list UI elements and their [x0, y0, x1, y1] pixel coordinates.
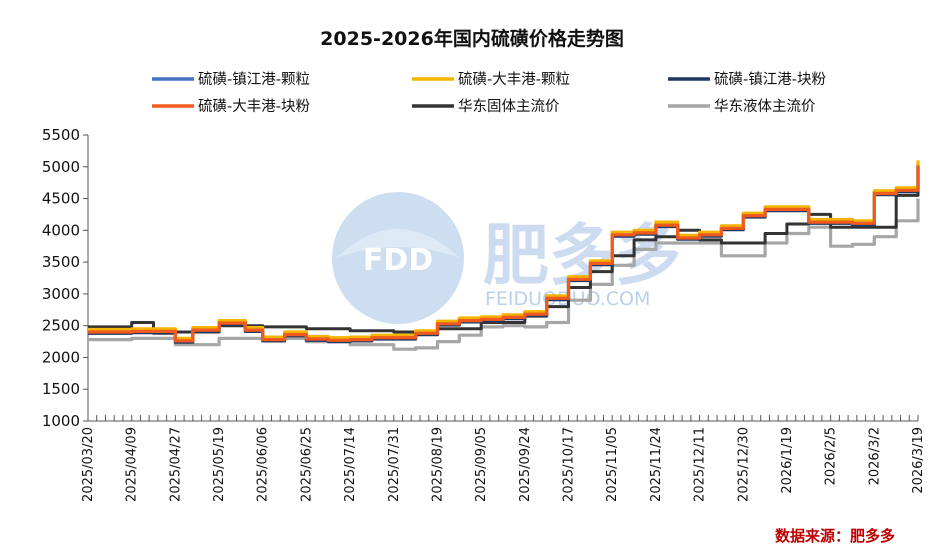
x-tick-label: 2025/06/25	[299, 427, 314, 502]
series-line-4	[88, 165, 920, 343]
y-tick-label: 5000	[42, 158, 80, 176]
y-tick-label: 5500	[42, 126, 80, 144]
x-tick-label: 2025/08/19	[430, 427, 445, 502]
legend-label-4: 硫磺-大丰港-块粉	[198, 98, 310, 115]
x-tick-label: 2025/09/05	[474, 427, 489, 502]
x-tick-label: 2025/11/05	[605, 427, 620, 502]
data-source: 数据来源：肥多多	[775, 527, 895, 545]
x-tick-label: 2026/3/2	[867, 427, 882, 485]
x-tick-label: 2025/12/30	[736, 427, 751, 502]
series-group	[88, 160, 920, 351]
x-tick-label: 2025/04/09	[125, 427, 140, 502]
legend-label-3: 硫磺-镇江港-块粉	[714, 71, 826, 88]
y-tick-label: 2500	[42, 317, 80, 335]
legend-label-2: 硫磺-大丰港-颗粒	[458, 71, 570, 88]
legend-label-6: 华东液体主流价	[714, 98, 816, 115]
x-tick-label: 2025/04/27	[168, 427, 183, 502]
x-tick-label: 2025/07/14	[343, 427, 358, 502]
x-tick-label: 2025/10/17	[562, 427, 577, 502]
x-tick-label: 2025/06/06	[256, 427, 271, 502]
legend-label-1: 硫磺-镇江港-颗粒	[198, 71, 310, 88]
x-tick-label: 2025/05/19	[212, 427, 227, 502]
y-tick-label: 2000	[42, 348, 80, 366]
x-tick-label: 2025/07/31	[387, 427, 402, 502]
y-tick-label: 1500	[42, 380, 80, 398]
axes: 1000 1500 2000 2500 3000 3500 4000 4500 5000 5500…	[42, 126, 926, 502]
y-tick-label: 4000	[42, 221, 80, 239]
y-tick-label: 3500	[42, 253, 80, 271]
x-tick-label: 2025/11/24	[649, 427, 664, 502]
y-tick-label: 3000	[42, 285, 80, 303]
chart-title: 2025-2026年国内硫磺价格走势图	[320, 27, 624, 50]
x-tick-label: 2026/3/19	[911, 427, 926, 494]
legend-label-5: 华东固体主流价	[458, 98, 560, 115]
x-tick-label: 2025/09/24	[518, 427, 533, 502]
x-tick-label: 2026/2/5	[824, 427, 839, 485]
x-tick-label: 2025/12/11	[693, 427, 708, 502]
x-tick-label: 2025/03/20	[81, 427, 96, 502]
x-tick-label: 2026/1/19	[780, 427, 795, 494]
watermark-logo: FDD	[363, 243, 433, 278]
y-tick-label: 4500	[42, 190, 80, 208]
watermark: FDD 肥多多 FEIDUODUO.COM	[332, 192, 681, 324]
y-tick-label: 1000	[42, 412, 80, 430]
watermark-brand: 肥多多	[483, 217, 681, 294]
